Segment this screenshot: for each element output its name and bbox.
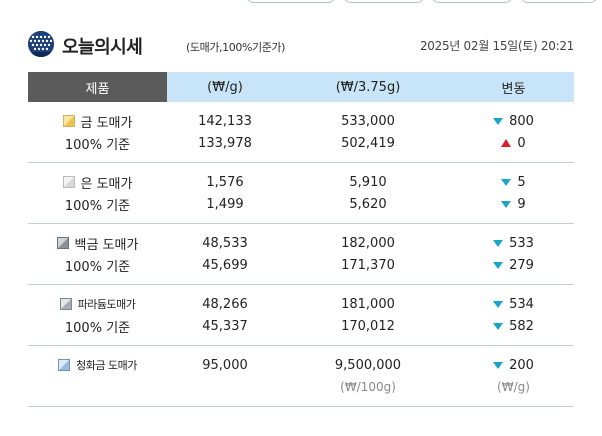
group-platinum: 백금 도매가 48,533 182,000 533 100% 기준 45,699… [28,224,574,285]
down-arrow-icon [493,322,504,330]
price-per-don: 182,000 [341,235,395,251]
price-per-gram: 1,576 [206,174,244,190]
group-silver: 은 도매가 1,576 5,910 5 100% 기준 1,499 5,620 … [28,163,574,224]
top-tab-4[interactable] [520,0,598,3]
price-per-100g: 9,500,000 [334,357,402,373]
price-per-don: 181,000 [341,296,395,312]
price-per-gram: 45,699 [202,257,248,273]
price-per-gram: 142,133 [198,113,252,129]
product-name: 백금 도매가 [74,237,139,253]
price-change: 582 [453,319,574,334]
price-change: 9 [453,197,574,212]
price-per-gram: 95,000 [202,357,248,373]
col-header-change: 변동 [453,72,574,102]
page-title: 오늘의시세 [62,37,143,58]
table-row: 은 도매가 1,576 5,910 5 [28,171,574,193]
top-tab-2[interactable] [343,0,425,3]
table-row: 100% 기준 45,699 171,370 279 [28,254,574,276]
product-name: 100% 기준 [64,137,131,153]
price-change: 0 [453,136,574,151]
down-arrow-icon [501,178,512,186]
palladium-bar-icon [59,298,72,310]
table-row: 파라듐도매가 48,266 181,000 534 [28,293,574,315]
price-per-gram: 1,499 [206,196,244,212]
platinum-bar-icon [56,237,69,249]
table-header: 제품 (₩/g) (₩/3.75g) 변동 [28,72,574,102]
product-name: 청화금 도매가 [76,359,137,372]
update-datetime: 2025년 02월 15일(토) 20:21 [419,39,574,53]
price-per-don: 171,370 [341,257,395,273]
group-cheonghwa-gold: 청화금 도매가 95,000 9,500,000 200 (₩/100g) (₩… [28,346,574,407]
down-arrow-icon [501,200,512,208]
group-palladium: 파라듐도매가 48,266 181,000 534 100% 기준 45,337… [28,285,574,346]
unit-note-per-gram: (₩/g) [497,380,530,394]
price-per-don: 5,620 [349,196,387,212]
price-table: 제품 (₩/g) (₩/3.75g) 변동 금 도매가 142,133 533,… [28,72,574,407]
globe-logo-icon [28,31,54,57]
product-name: 금 도매가 [80,115,133,131]
page-subtitle: (도매가,100%기준가) [186,41,286,54]
product-name: 100% 기준 [64,320,131,336]
price-change: 800 [453,114,574,129]
price-per-gram: 48,533 [202,235,248,251]
down-arrow-icon [493,300,504,308]
product-name: 파라듐도매가 [77,298,136,311]
top-tab-1[interactable] [246,0,336,3]
product-name: 100% 기준 [64,259,131,275]
product-name: 은 도매가 [80,176,133,192]
table-row: (₩/100g) (₩/g) [28,376,574,398]
table-row: 백금 도매가 48,533 182,000 533 [28,232,574,254]
price-change: 5 [453,175,574,190]
title-row: 오늘의시세 (도매가,100%기준가) 2025년 02월 15일(토) 20:… [28,28,576,58]
col-header-per-gram: (₩/g) [167,72,283,102]
table-row: 청화금 도매가 95,000 9,500,000 200 [28,354,574,376]
col-header-per-don: (₩/3.75g) [283,72,453,102]
price-change: 279 [453,258,574,273]
table-row: 100% 기준 1,499 5,620 9 [28,193,574,215]
price-per-don: 170,012 [341,318,395,334]
price-per-gram: 48,266 [202,296,248,312]
silver-bar-icon [62,176,75,188]
unit-note-per-100g: (₩/100g) [340,380,396,394]
top-tab-3[interactable] [431,0,513,3]
down-arrow-icon [493,117,504,125]
down-arrow-icon [493,239,504,247]
top-tab-strip [0,0,602,4]
price-per-don: 5,910 [349,174,387,190]
down-arrow-icon [493,361,504,369]
price-per-don: 533,000 [341,113,395,129]
up-arrow-icon [501,139,512,147]
down-arrow-icon [493,261,504,269]
price-per-gram: 133,978 [198,135,252,151]
col-header-product: 제품 [28,72,167,102]
price-per-gram: 45,337 [202,318,248,334]
price-change: 200 [453,358,574,373]
price-per-don: 502,419 [341,135,395,151]
product-name: 100% 기준 [64,198,131,214]
price-change: 533 [453,236,574,251]
table-row: 100% 기준 133,978 502,419 0 [28,132,574,154]
table-row: 금 도매가 142,133 533,000 800 [28,110,574,132]
table-row: 100% 기준 45,337 170,012 582 [28,315,574,337]
cheonghwa-gold-icon [58,359,71,371]
gold-bar-icon [62,115,75,127]
group-gold: 금 도매가 142,133 533,000 800 100% 기준 133,97… [28,102,574,163]
price-change: 534 [453,297,574,312]
